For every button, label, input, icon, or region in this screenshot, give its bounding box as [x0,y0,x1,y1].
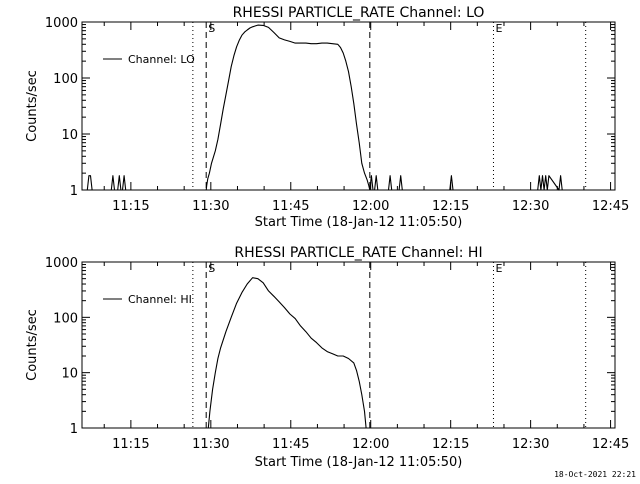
legend-label: Channel: LO [128,53,195,66]
y-tick-label: 10 [61,367,78,382]
x-axis-label: Start Time (18-Jan-12 11:05:50) [255,215,463,230]
time-marker-label: S [208,262,215,275]
x-tick-label: 12:45 [592,437,629,452]
y-axis-label: Counts/sec [25,309,40,381]
series-line-lo [82,24,563,191]
panel-hi: RHESSI PARTICLE_RATE Channel: HI 11:15 11:… [25,245,629,470]
x-tick-label: 12:00 [352,437,389,452]
x-tick-label: 11:15 [112,437,149,452]
chart-title: RHESSI PARTICLE_RATE Channel: HI [234,245,482,261]
time-marker-label: S [208,22,215,35]
y-tick-label: 100 [53,72,78,87]
y-tick-label: 10 [61,128,78,143]
plot-frame [81,21,616,191]
plot-frame [81,261,616,429]
y-axis-label: Counts/sec [25,70,40,142]
x-tick-label: 11:45 [272,199,309,214]
x-tick-label: 12:15 [432,199,469,214]
x-tick-label: 12:45 [592,199,629,214]
time-marker-label: E [495,22,502,35]
y-tick-label: 1 [70,184,78,199]
y-tick-label: 1000 [45,256,78,271]
x-tick-label: 12:00 [352,199,389,214]
series-line-hi [207,277,367,429]
x-tick-label: 11:15 [112,199,149,214]
x-tick-label: 11:30 [192,199,229,214]
x-tick-label: 11:30 [192,437,229,452]
x-axis-label: Start Time (18-Jan-12 11:05:50) [255,455,463,470]
time-marker-label: E [495,262,502,275]
y-tick-label: 1000 [45,16,78,31]
x-tick-label: 11:45 [272,437,309,452]
x-tick-label: 12:30 [512,437,549,452]
print-timestamp: 18-Oct-2021 22:21 [554,470,636,479]
x-tick-label: 12:30 [512,199,549,214]
legend-label: Channel: HI [128,293,192,306]
panel-lo: RHESSI PARTICLE_RATE Channel: LO 11:15 11:… [25,5,629,230]
x-tick-label: 12:15 [432,437,469,452]
y-tick-label: 1 [70,422,78,437]
chart-title: RHESSI PARTICLE_RATE Channel: LO [233,5,485,21]
y-tick-label: 100 [53,311,78,326]
